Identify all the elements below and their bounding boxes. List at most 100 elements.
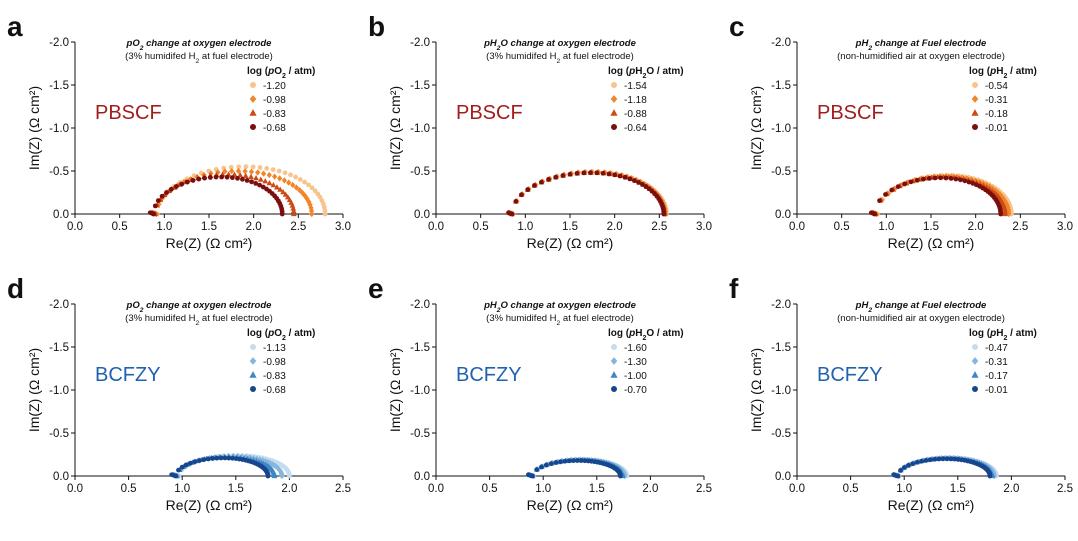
y-axis-label: Im(Z) (Ω cm²) [26,348,42,432]
data-point [962,178,968,184]
x-axis-label: Re(Z) (Ω cm²) [527,497,614,513]
data-point [164,190,169,195]
data-point [622,174,628,180]
panel-title: pH2 change at Fuel electrode [855,300,987,314]
x-tick-label: 1.5 [950,483,966,495]
data-point [290,210,297,217]
data-point [210,456,216,461]
data-point [539,464,544,470]
data-point [187,176,193,183]
legend-item: -0.31 [985,357,1008,368]
legend-item: -1.60 [624,343,647,354]
legend-item: -0.68 [263,385,286,396]
data-point [560,173,566,178]
data-point [936,456,942,462]
x-tick-label: 1.0 [517,221,533,233]
legend-item: -1.18 [624,95,647,106]
data-point [266,171,272,179]
data-point [562,458,568,464]
data-point [538,179,544,185]
x-tick-label: 2.5 [290,221,306,233]
y-tick-label: 0.0 [775,209,791,221]
data-point [282,191,289,197]
data-point [940,456,946,462]
panel-subtitle: (3% humidifed H2 at fuel electrode) [486,51,634,65]
y-tick-label: -1.0 [49,123,69,135]
legend-marker [971,371,979,378]
data-point [230,455,235,461]
data-point [910,461,915,467]
data-point [282,170,288,176]
x-tick-label: 1.0 [878,221,894,233]
data-point [617,173,623,179]
panel-letter: a [7,11,23,42]
y-tick-label: -1.5 [771,80,791,92]
data-point [938,175,944,181]
data-point [281,177,288,184]
y-axis-label: Im(Z) (Ω cm²) [748,86,764,170]
data-point [506,210,511,215]
legend-marker [610,357,618,365]
data-point [299,189,306,197]
panel-a: a 0.0 0.5 1.0 1.5 2.0 2.5 3.0 0.0 -0.5 -1.0 -1.5 -2.… [7,11,351,251]
data-point [266,179,273,186]
legend-item: -0.01 [985,123,1008,134]
material-label: PBSCF [95,102,162,124]
legend-title: log (pH2 / atm) [969,66,1037,80]
y-tick-label: -1.0 [410,385,430,397]
data-point [257,165,263,170]
data-point [152,203,158,209]
x-axis-label: Re(Z) (Ω cm²) [888,497,975,513]
legend-item: -0.01 [985,385,1008,396]
x-tick-label: 0.5 [843,483,859,495]
y-tick-label: 0.0 [53,471,69,483]
data-point [188,460,193,466]
data-point [279,472,285,480]
data-point [926,175,932,181]
panel-c: c 0.0 0.5 1.0 1.5 2.0 2.5 3.0 0.0 -0.5 -1.0 -1.5 -2.… [729,11,1073,251]
data-point [952,456,957,462]
legend-item: -0.88 [624,109,647,120]
y-axis-label: Im(Z) (Ω cm²) [748,348,764,432]
data-point [190,178,196,183]
legend-item: -0.68 [263,123,286,134]
panel-subtitle: (3% humidifed H2 at fuel electrode) [125,313,273,327]
y-tick-label: -1.0 [49,385,69,397]
data-point [287,473,292,479]
y-tick-label: -1.5 [49,80,69,92]
y-axis-label: Im(Z) (Ω cm²) [387,348,403,432]
data-point [312,188,318,194]
x-tick-label: 1.0 [156,221,172,233]
y-tick-label: -1.5 [410,342,430,354]
data-point [966,179,972,185]
legend-marker [250,124,256,130]
data-point [920,176,926,182]
data-point [582,458,588,464]
data-point [218,455,224,461]
legend-item: -0.31 [985,95,1008,106]
x-tick-label: 2.5 [696,483,712,495]
data-point [243,453,249,461]
legend-item: -1.54 [624,81,647,92]
data-point [168,186,174,192]
data-point [574,458,580,463]
data-point [322,211,328,217]
x-tick-label: 1.0 [535,483,551,495]
data-point [998,211,1004,217]
data-point [953,173,960,180]
legend-marker [249,371,257,378]
y-tick-label: -1.5 [771,342,791,354]
data-point [546,177,551,182]
legend-title: log (pH2O / atm) [608,328,684,342]
panel-subtitle: (non-humidified air at oxygen electrode) [837,51,1005,62]
data-point [237,171,244,178]
data-point [219,174,225,180]
legend-marker [610,95,618,103]
x-axis-label: Re(Z) (Ω cm²) [166,235,253,251]
data-point [588,170,593,176]
data-point [248,173,254,180]
data-point [197,458,202,463]
data-point [202,175,207,181]
data-point [213,174,219,180]
x-tick-label: 3.0 [335,221,351,233]
